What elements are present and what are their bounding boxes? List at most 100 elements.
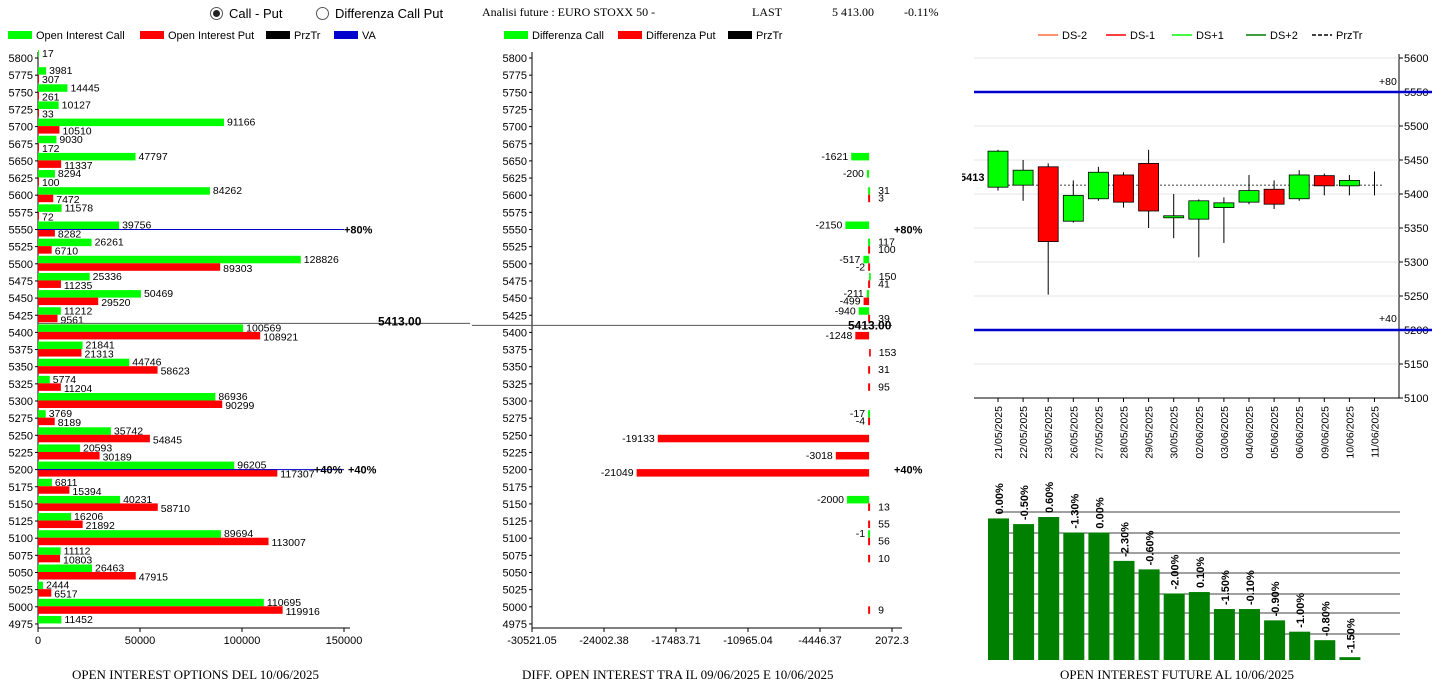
- put-value-label: 58710: [161, 503, 190, 515]
- y-tick-label: 5175: [9, 482, 33, 494]
- y-tick-label: 5725: [9, 104, 33, 116]
- put-value-label: 21892: [86, 520, 115, 532]
- diff-put-bar: [863, 297, 870, 306]
- radio-call-put-dot[interactable]: [210, 7, 223, 20]
- call-bar: [38, 427, 111, 435]
- candle-body: [1088, 171, 1109, 200]
- call-bar: [38, 581, 43, 590]
- y-tick-label: 5350: [9, 362, 33, 374]
- call-bar: [38, 307, 61, 315]
- diff-put-bar: [868, 520, 871, 529]
- radio-diff[interactable]: Differenza Call Put: [316, 6, 443, 21]
- put-bar: [38, 503, 158, 511]
- legend-swatch: [140, 31, 164, 39]
- x-tick-label: -4446.37: [798, 635, 841, 647]
- y-tick-label: 5250: [1404, 291, 1428, 303]
- y-tick-label: 5200: [503, 465, 527, 477]
- y-tick-label: 5300: [1404, 257, 1428, 269]
- percent-bar: [1013, 524, 1035, 660]
- put-value-label: 6710: [55, 246, 79, 258]
- y-tick-label: 5050: [503, 568, 527, 580]
- call-bar: [38, 410, 46, 418]
- diff-call-label: -200: [843, 168, 864, 180]
- y-tick-label: 5250: [9, 430, 33, 442]
- call-value-label: 35742: [114, 425, 143, 437]
- diff-call-bar: [868, 187, 871, 195]
- call-bar: [38, 238, 92, 247]
- put-value-label: 261: [42, 91, 60, 103]
- x-tick-label: 100000: [224, 635, 261, 647]
- call-bar: [38, 272, 90, 281]
- y-tick-label: 5225: [503, 447, 527, 459]
- y-tick-label: 5150: [9, 499, 33, 511]
- va-line-2-label: +40%: [348, 465, 377, 477]
- diff-put-bar: [868, 417, 871, 426]
- put-bar: [38, 469, 278, 477]
- y-tick-label: 5125: [503, 516, 527, 528]
- va-line-label: +80%: [894, 225, 923, 237]
- y-tick-label: 5275: [9, 413, 33, 425]
- diff-put-bar: [835, 451, 870, 460]
- call-value-label: 3769: [49, 408, 73, 420]
- call-value-label: 11578: [65, 202, 94, 214]
- y-tick-label: 5125: [9, 516, 33, 528]
- percent-bar-label: -0.50%: [1019, 485, 1031, 520]
- call-bar: [38, 547, 61, 555]
- x-tick-label: 2072.3: [875, 635, 909, 647]
- diff-call-label: -2150: [816, 220, 843, 232]
- diff-put-bar: [657, 434, 870, 443]
- diff-call-label: -940: [835, 305, 856, 317]
- x-tick-label: 0: [35, 635, 41, 647]
- va-line-2-label: +40%: [314, 465, 343, 477]
- diff-call-bar: [847, 495, 870, 504]
- y-tick-label: 5150: [1404, 359, 1428, 371]
- footer-middle: DIFF. OPEN INTEREST TRA IL 09/06/2025 E …: [522, 667, 834, 682]
- diff-put-label: 41: [878, 278, 890, 290]
- put-value-label: 15394: [72, 486, 101, 498]
- legend-label: VA: [362, 30, 377, 42]
- call-value-label: 25336: [93, 271, 122, 283]
- diff-put-label: 56: [878, 536, 890, 548]
- call-bar: [38, 478, 52, 487]
- call-bar: [38, 598, 264, 607]
- last-price-label: 5413: [962, 172, 984, 184]
- percent-bar: [1063, 532, 1085, 660]
- call-bar: [38, 324, 244, 332]
- y-tick-label: 5625: [503, 173, 527, 185]
- diff-call-bar: [863, 255, 870, 264]
- put-bar: [38, 554, 61, 563]
- legend-label: DS+2: [1270, 30, 1298, 42]
- call-value-label: 86936: [218, 391, 247, 403]
- call-value-label: 6811: [55, 477, 78, 489]
- y-tick-label: 5025: [503, 585, 527, 597]
- percent-bar: [1188, 592, 1210, 660]
- y-tick-label: 5650: [503, 156, 527, 168]
- call-value-label: 10127: [62, 99, 91, 111]
- put-bar: [38, 143, 39, 151]
- diff-open-interest-chart: Differenza Call Differenza Put PrzTr -30521…: [472, 30, 923, 647]
- put-value-label: 90299: [225, 400, 254, 412]
- candle-body: [1012, 169, 1034, 186]
- open-interest-options-chart: Open Interest Call Open Interest Put PrzTr…: [8, 30, 470, 647]
- radio-call-put[interactable]: Call - Put: [210, 6, 282, 21]
- candle-body: [1062, 194, 1084, 222]
- diff-put-bar: [855, 331, 870, 340]
- header-last-label: LAST: [752, 5, 782, 19]
- radio-diff-dot[interactable]: [316, 7, 329, 20]
- x-tick-label: 28/05/2025: [1119, 406, 1131, 459]
- put-value-label: 100: [42, 177, 60, 189]
- put-bar: [38, 160, 62, 168]
- y-tick-label: 5325: [9, 379, 33, 391]
- legend-swatch: [504, 31, 528, 39]
- y-tick-label: 5350: [1404, 223, 1428, 235]
- put-bar: [38, 331, 261, 340]
- put-value-label: 10510: [62, 126, 91, 138]
- call-value-label: 8294: [58, 168, 82, 180]
- put-value-label: 8282: [58, 229, 82, 241]
- x-tick-label: -10965.04: [723, 635, 773, 647]
- candle-body: [1188, 200, 1210, 220]
- put-value-label: 6517: [54, 589, 78, 601]
- call-value-label: 20593: [83, 442, 112, 454]
- put-value-label: 11337: [64, 160, 93, 172]
- put-value-label: 89303: [223, 263, 252, 275]
